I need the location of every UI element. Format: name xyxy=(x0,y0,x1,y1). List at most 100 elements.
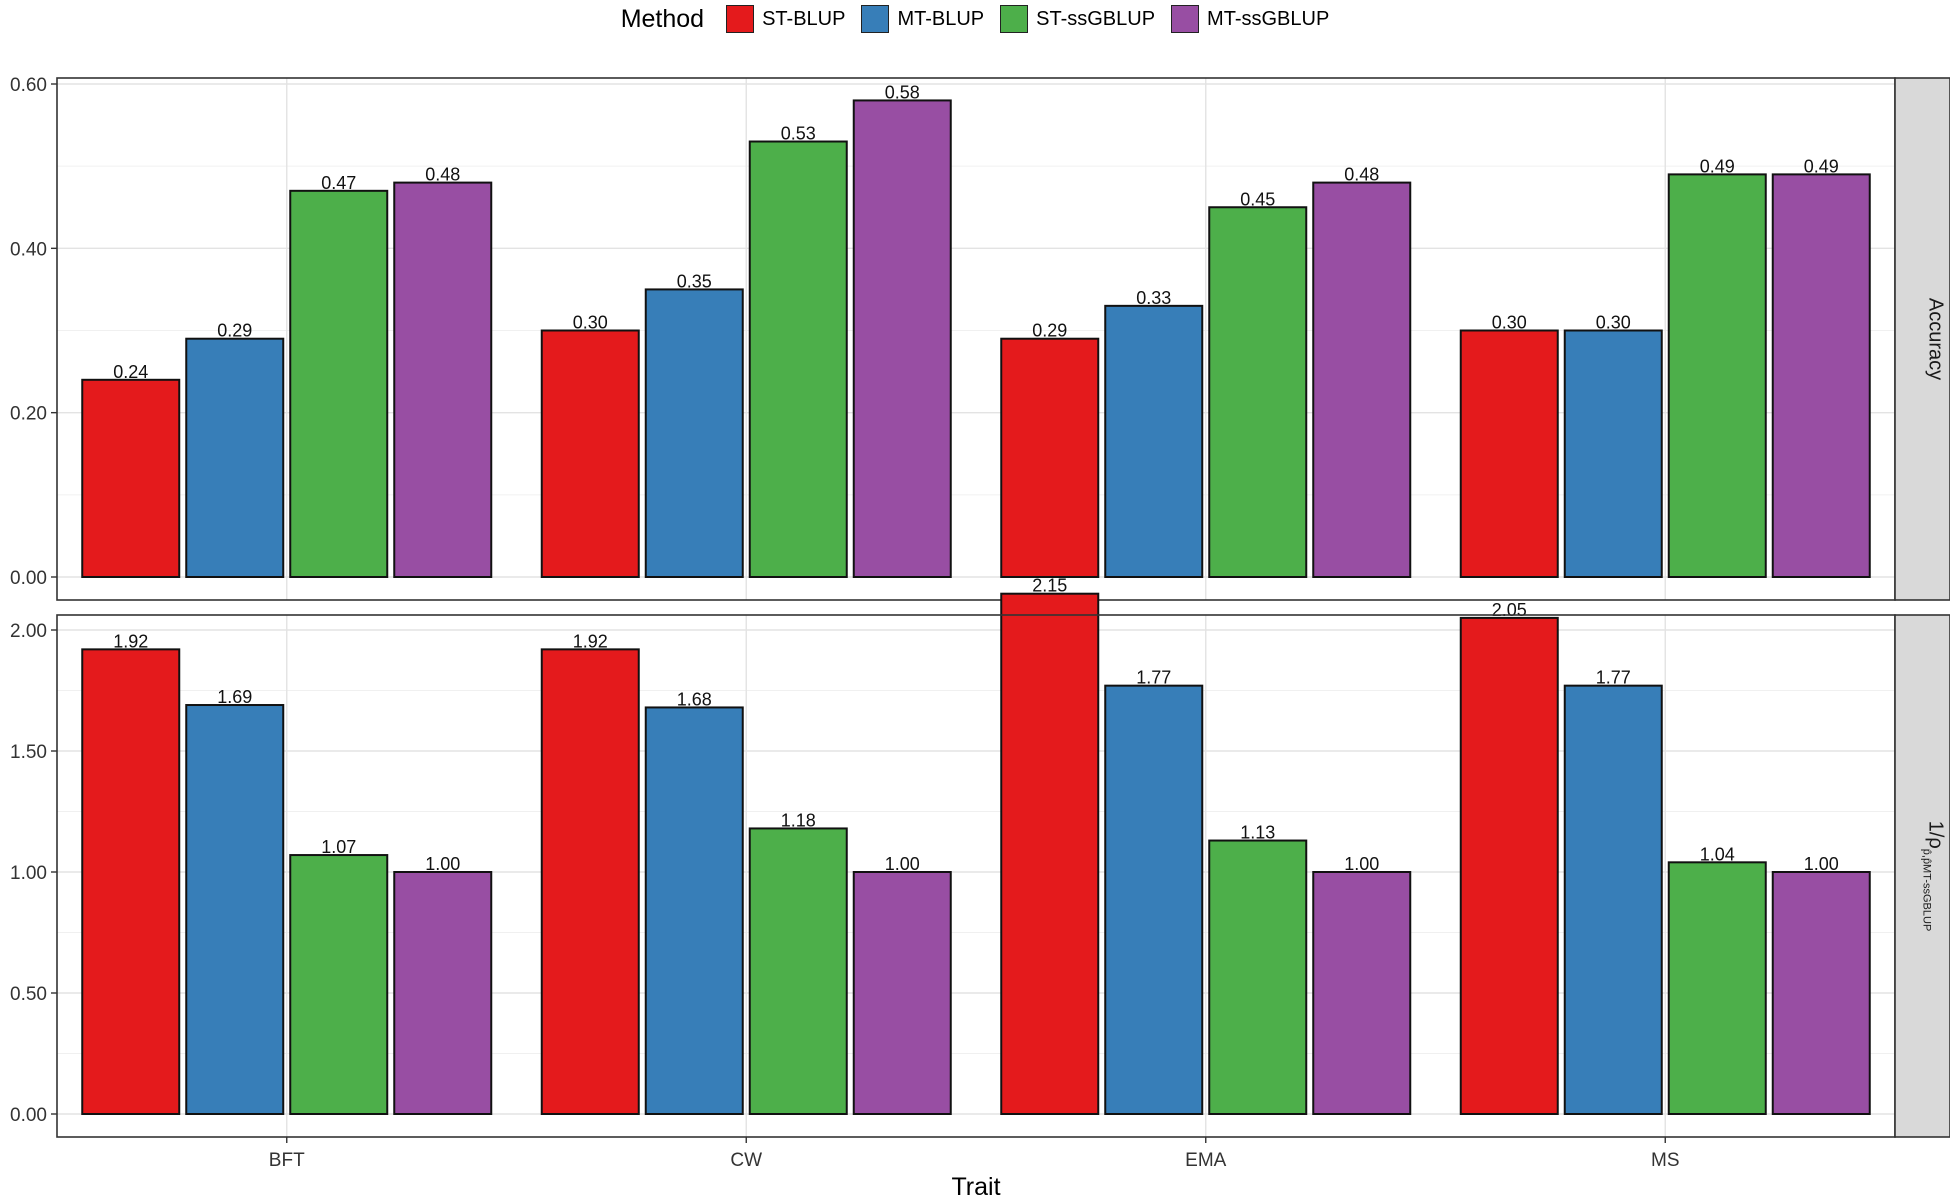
data-label: 1.00 xyxy=(425,854,460,874)
bar xyxy=(540,648,640,1115)
bar xyxy=(1771,871,1871,1115)
y-tick-label: 0.40 xyxy=(10,239,47,260)
bar xyxy=(289,189,389,578)
data-label: 0.49 xyxy=(1700,156,1735,176)
data-label: 0.30 xyxy=(1492,313,1527,333)
bar xyxy=(540,329,640,578)
data-label: 0.24 xyxy=(113,362,148,382)
legend-item-mt-blup: MT-BLUP xyxy=(861,5,984,33)
data-label: 2.15 xyxy=(1032,576,1067,596)
bar xyxy=(1104,304,1204,578)
legend-item-mt-ssgblup: MT-ssGBLUP xyxy=(1171,5,1329,33)
bar xyxy=(1208,206,1308,578)
data-label: 1.00 xyxy=(885,854,920,874)
strip-label-main: 1/ρ xyxy=(1925,821,1947,849)
strip-label-main: Accuracy xyxy=(1925,298,1947,380)
data-label: 1.18 xyxy=(781,810,816,830)
legend-swatch-mt-ssgblup xyxy=(1171,5,1200,33)
legend-item-st-blup: ST-BLUP xyxy=(726,5,845,33)
y-tick-label: 0.00 xyxy=(10,1105,47,1126)
panel-accuracy: 0.00 0.20 0.40 0.60 0.24 0.30 0.29 0.30 0.29 0.35… xyxy=(10,75,1950,601)
bar xyxy=(393,871,493,1115)
bar xyxy=(393,181,493,578)
bar xyxy=(1000,337,1100,579)
legend-label-st-ssgblup: ST-ssGBLUP xyxy=(1036,7,1156,30)
bar xyxy=(1312,181,1412,578)
data-label: 1.92 xyxy=(113,631,148,651)
y-tick-label: 0.00 xyxy=(10,568,47,589)
legend-label-mt-blup: MT-BLUP xyxy=(897,7,985,30)
bar xyxy=(1563,684,1663,1115)
data-label: 0.30 xyxy=(1596,313,1631,333)
bar xyxy=(1312,871,1412,1115)
data-label: 0.30 xyxy=(573,313,608,333)
data-label: 1.68 xyxy=(677,689,712,709)
facet-strip xyxy=(1894,77,1950,601)
data-label: 0.29 xyxy=(1032,321,1067,341)
bar xyxy=(748,827,848,1115)
legend-swatch-st-blup xyxy=(726,5,755,33)
legend-label-st-blup: ST-BLUP xyxy=(762,7,846,30)
data-label: 0.29 xyxy=(217,321,252,341)
x-axis-title: Trait xyxy=(951,1173,1000,1197)
bar xyxy=(644,288,744,578)
bar xyxy=(1208,839,1308,1115)
data-label: 1.00 xyxy=(1344,854,1379,874)
facet-strip-label: Accuracy xyxy=(1925,298,1947,380)
data-label: 0.53 xyxy=(781,124,816,144)
bar xyxy=(289,854,389,1115)
legend-item-st-ssgblup: ST-ssGBLUP xyxy=(1000,5,1155,33)
data-label: 0.45 xyxy=(1240,189,1275,209)
bar xyxy=(185,704,285,1116)
x-tick-label: EMA xyxy=(1185,1150,1227,1171)
data-label: 0.33 xyxy=(1136,288,1171,308)
data-label: 0.48 xyxy=(425,165,460,185)
bar xyxy=(748,140,848,578)
data-label: 2.05 xyxy=(1492,600,1527,620)
bar xyxy=(1667,173,1767,578)
legend: Method ST-BLUP MT-BLUP ST-ssGBLUP MT-ssG… xyxy=(0,0,1950,38)
data-label: 1.92 xyxy=(573,631,608,651)
data-label: 1.00 xyxy=(1804,854,1839,874)
data-label: 0.48 xyxy=(1344,165,1379,185)
x-tick-label: BFT xyxy=(269,1150,305,1171)
bar xyxy=(1104,684,1204,1115)
bar xyxy=(81,378,181,578)
legend-title: Method xyxy=(620,4,705,33)
data-label: 0.35 xyxy=(677,271,712,291)
legend-swatch-mt-blup xyxy=(861,5,890,33)
data-label: 1.69 xyxy=(217,687,252,707)
y-tick-label: 0.20 xyxy=(10,404,47,425)
data-label: 1.77 xyxy=(1136,668,1171,688)
bar xyxy=(1771,173,1871,578)
bar xyxy=(81,648,181,1115)
bar xyxy=(1000,592,1100,1115)
facet-strip xyxy=(1894,614,1950,1138)
y-tick-label: 0.50 xyxy=(10,984,47,1005)
data-label: 0.58 xyxy=(885,82,920,102)
bar xyxy=(1563,329,1663,578)
x-tick-label: CW xyxy=(730,1150,762,1171)
y-tick-label: 1.00 xyxy=(10,863,47,884)
data-label: 0.47 xyxy=(321,173,356,193)
data-label: 1.04 xyxy=(1700,844,1735,864)
data-label: 0.49 xyxy=(1804,156,1839,176)
x-tick-label: MS xyxy=(1651,1150,1680,1171)
data-label: 1.13 xyxy=(1240,823,1275,843)
bar xyxy=(852,871,952,1115)
bar xyxy=(644,706,744,1115)
bar xyxy=(852,99,952,579)
bar xyxy=(185,337,285,579)
facet-strip-label: 1/ρp̂,p̂MT-ssGBLUP xyxy=(1921,821,1947,932)
bar xyxy=(1459,329,1559,578)
y-tick-label: 0.60 xyxy=(10,75,47,96)
y-tick-label: 2.00 xyxy=(10,621,47,642)
strip-label-subscript: p̂,p̂MT-ssGBLUP xyxy=(1921,849,1933,932)
panel-inverse-rho: 0.00 0.50 1.00 1.50 2.00 1.92 1.92 2.15 2.05 1.69… xyxy=(10,576,1950,1138)
legend-label-mt-ssgblup: MT-ssGBLUP xyxy=(1207,7,1330,30)
data-label: 1.77 xyxy=(1596,668,1631,688)
bar xyxy=(1667,861,1767,1115)
bar xyxy=(1459,616,1559,1116)
y-tick-label: 1.50 xyxy=(10,742,47,763)
data-label: 1.07 xyxy=(321,837,356,857)
